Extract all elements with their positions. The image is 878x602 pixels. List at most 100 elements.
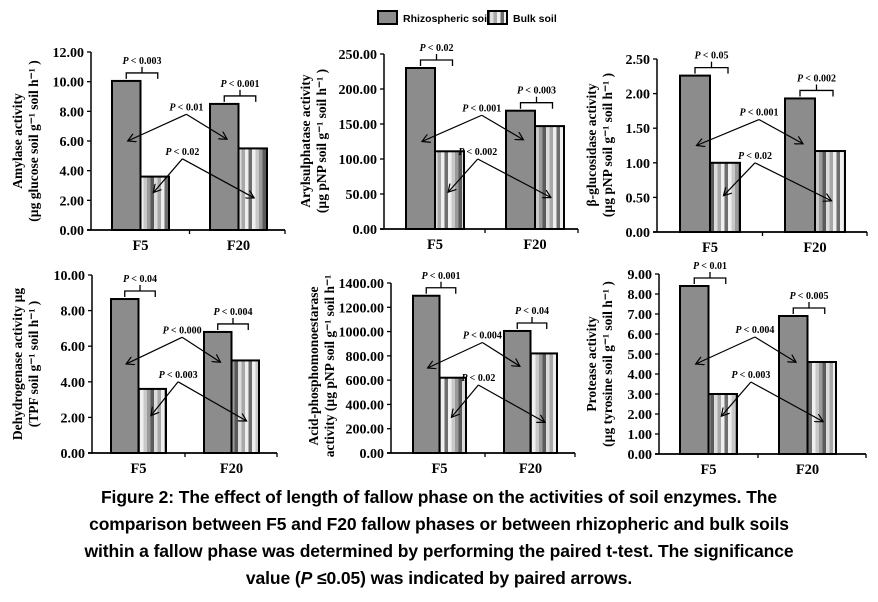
- p-value-label-bracket-f5: P < 0.003: [123, 56, 162, 67]
- legend-label-rhizospheric: Rhizospheric soil: [403, 13, 490, 25]
- y-axis-label: Acid-phosphomonoestarase activity (µg pNP…: [306, 275, 337, 457]
- bulk-pair-arrow-left: [724, 162, 756, 196]
- p-value-label-bracket-f20: P < 0.04: [515, 306, 549, 317]
- y-tick-label: 1.50: [626, 122, 651, 137]
- y-tick-label: 400.00: [346, 398, 385, 413]
- caption-line-3: within a fallow phase was determined by …: [84, 541, 794, 561]
- significance-bracket-f20: [799, 84, 834, 97]
- y-tick-label: 4.00: [628, 368, 653, 383]
- bar-rhizospheric-f5: [679, 285, 710, 455]
- p-value-label-bulk-pair: P < 0.02: [461, 373, 495, 384]
- bulk-pair-arrow-right: [478, 384, 545, 422]
- y-tick-label: 50.00: [346, 188, 378, 203]
- y-tick-label: 2.00: [60, 194, 85, 209]
- bulk-pair-arrow-right: [754, 162, 832, 201]
- figure-caption: Figure 2: The effect of length of fallow…: [0, 484, 878, 592]
- legend: Rhizospheric soil Bulk soil: [377, 10, 557, 25]
- bar-bulk-f20: [237, 147, 268, 232]
- rhizo-pair-arrow-left: [696, 336, 756, 364]
- y-tick-label: 8.00: [628, 288, 653, 303]
- rhizo-pair-arrow-right: [481, 114, 524, 140]
- p-value-label-bracket-f5: P < 0.04: [123, 274, 157, 285]
- bar-bulk-f20: [814, 150, 846, 233]
- y-tick-label: 0.00: [628, 448, 653, 463]
- significance-bracket-f5: [419, 54, 454, 66]
- p-value-label-bracket-f5: P < 0.01: [693, 261, 727, 272]
- bar-rhizospheric-f20: [505, 109, 536, 230]
- y-tick-label: 6.00: [61, 340, 86, 355]
- significance-bracket-f20: [223, 89, 257, 102]
- p-value-label-bracket-f20: P < 0.002: [797, 73, 836, 84]
- p-value-label-rhizo-pair: P < 0.001: [740, 108, 779, 119]
- p-value-label-bulk-pair: P < 0.02: [738, 151, 772, 162]
- bar-rhizospheric-f20: [209, 102, 240, 231]
- y-axis-title-line-1: Amylase activity: [10, 93, 25, 189]
- caption-line-2: comparison between F5 and F20 fallow pha…: [89, 514, 789, 534]
- p-value-label-bulk-pair: P < 0.02: [165, 147, 199, 158]
- bulk-pair-arrow-left: [448, 158, 479, 192]
- y-axis-label: Protease activity (µg tyrosine soil g⁻¹ s…: [584, 281, 615, 447]
- y-tick-label: 2.50: [626, 53, 651, 68]
- y-tick-label: 2.00: [61, 411, 86, 426]
- bulk-pair-arrow-left: [153, 158, 183, 193]
- y-tick-label: 200.00: [346, 423, 385, 438]
- y-tick-label: 7.00: [628, 308, 653, 323]
- p-value-label-bracket-f5: P < 0.05: [695, 51, 729, 62]
- chart-panel-amylase: Amylase activity (µg glucose soil g⁻¹ soi…: [10, 46, 286, 254]
- y-tick-label: 4.00: [61, 376, 86, 391]
- bar-rhizospheric-f20: [503, 329, 532, 455]
- x-tick-label: F20: [220, 461, 243, 477]
- p-value-label-rhizo-pair: P < 0.01: [169, 102, 203, 113]
- caption-line-1: Figure 2: The effect of length of fallow…: [100, 487, 778, 507]
- p-value-label-bracket-f5: P < 0.02: [420, 43, 454, 54]
- x-tick-label: F5: [130, 461, 146, 477]
- legend-swatch-rhizospheric: [377, 10, 398, 25]
- chart-panel-beta-glucosidase: β-glucosidase activity (µg pNP soil g⁻¹ s…: [584, 51, 868, 256]
- y-tick-label: 8.00: [60, 105, 85, 120]
- significance-bracket-f20: [217, 317, 249, 330]
- y-tick-label: 12.00: [53, 46, 85, 61]
- y-tick-label: 8.00: [61, 305, 86, 320]
- bulk-pair-arrow-right: [477, 158, 551, 198]
- rhizo-pair-arrow-right: [181, 336, 220, 362]
- bar-rhizospheric-f5: [405, 67, 436, 230]
- y-tick-label: 10.00: [54, 269, 86, 284]
- y-axis-title-line-1: β-glucosidase activity: [584, 83, 599, 206]
- y-tick-label: 1200.00: [339, 301, 385, 316]
- rhizo-pair-arrow-left: [422, 114, 482, 141]
- x-tick-label: F20: [523, 237, 546, 253]
- chart-panel-acid-phosphomonoestarase: Acid-phosphomonoestarase activity (µg pNP…: [306, 271, 576, 477]
- bar-rhizospheric-f5: [679, 74, 711, 233]
- y-tick-label: 0.00: [61, 447, 86, 462]
- x-tick-label: F20: [796, 462, 819, 478]
- y-tick-label: 1400.00: [339, 277, 385, 292]
- y-tick-label: 4.00: [60, 165, 85, 180]
- caption-line-4: value (P ≤0.05) was indicated by paired …: [0, 565, 878, 592]
- bulk-pair-arrow-left: [451, 384, 479, 417]
- y-tick-label: 200.00: [339, 83, 378, 98]
- p-value-label-bracket-f20: P < 0.005: [790, 291, 829, 302]
- y-axis-title-line-1: Dehydrogenase activity µg: [10, 288, 25, 441]
- y-tick-label: 10.00: [53, 76, 85, 91]
- y-tick-label: 3.00: [628, 388, 653, 403]
- chart-panel-dehydrogenase: Dehydrogenase activity µg (TPF soil g⁻¹ s…: [10, 269, 278, 477]
- y-tick-label: 2.00: [626, 88, 651, 103]
- p-value-label-bracket-f20: P < 0.001: [221, 79, 260, 90]
- y-axis-title-line-2: (µg glucose soil g⁻¹ soil h⁻¹ ): [26, 60, 41, 221]
- p-value-label-rhizo-pair: P < 0.004: [735, 325, 774, 336]
- significance-bracket-f5: [124, 285, 156, 298]
- p-value-label-bracket-f20: P < 0.004: [214, 307, 253, 318]
- y-axis-label: Dehydrogenase activity µg (TPF soil g⁻¹ s…: [10, 288, 41, 441]
- y-axis-title-line-2: activity (µg pNP soil g⁻¹ soil h⁻¹: [322, 275, 337, 457]
- y-tick-label: 100.00: [339, 153, 378, 168]
- caption-line-4-post: ≤0.05) was indicated by paired arrows.: [312, 568, 633, 588]
- p-value-label-rhizo-pair: P < 0.000: [163, 325, 202, 336]
- p-value-label-rhizo-pair: P < 0.004: [463, 331, 502, 342]
- y-tick-label: 600.00: [346, 374, 385, 389]
- p-value-label-rhizo-pair: P < 0.001: [462, 103, 501, 114]
- y-axis-label: Arylsulphatase activity (µg pNP soil g⁻¹ …: [298, 69, 329, 213]
- figure-canvas: Rhizospheric soil Bulk soil Amylase acti…: [10, 10, 868, 478]
- x-tick-label: F20: [803, 240, 826, 256]
- y-axis-label: Amylase activity (µg glucose soil g⁻¹ soi…: [10, 60, 41, 221]
- y-tick-label: 6.00: [60, 135, 85, 150]
